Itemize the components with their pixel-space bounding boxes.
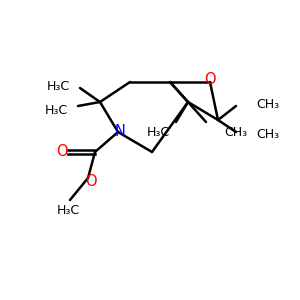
Text: H₃C: H₃C (46, 80, 70, 92)
Text: O: O (85, 173, 97, 188)
Text: O: O (56, 143, 68, 158)
Text: CH₃: CH₃ (224, 125, 247, 139)
Text: O: O (204, 73, 216, 88)
Text: N: N (115, 124, 125, 140)
Text: H₃C: H₃C (44, 103, 68, 116)
Text: CH₃: CH₃ (256, 128, 279, 140)
Text: H₃C: H₃C (56, 203, 80, 217)
Text: H₃C: H₃C (146, 125, 170, 139)
Text: CH₃: CH₃ (256, 98, 279, 110)
